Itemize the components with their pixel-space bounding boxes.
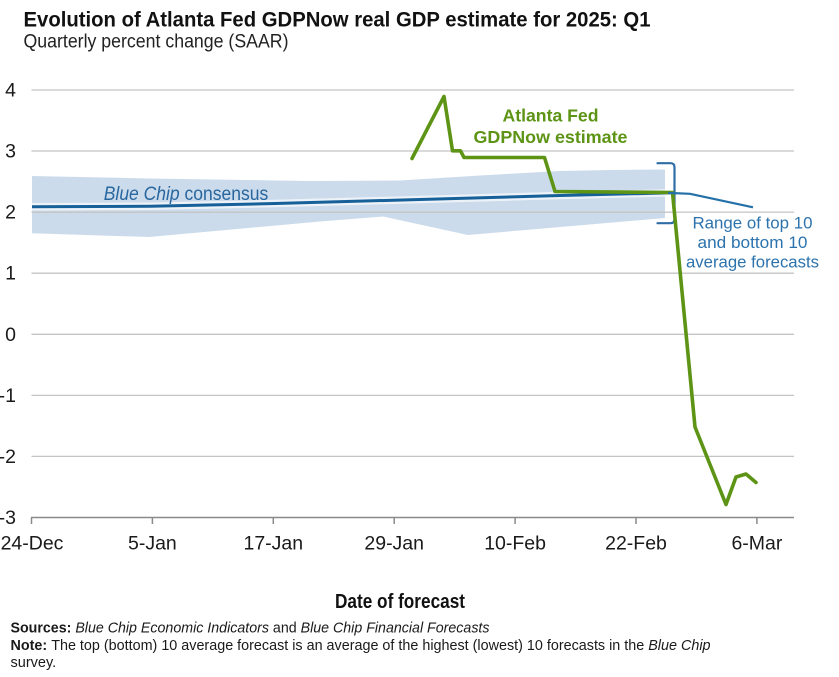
svg-text:Sources: Blue Chip Economic In: Sources: Blue Chip Economic Indicators a… [11,621,490,637]
svg-text:-3: -3 [0,507,16,529]
svg-text:0: 0 [5,324,16,346]
svg-text:Date of forecast: Date of forecast [335,591,465,613]
svg-text:2: 2 [5,202,16,224]
svg-text:1: 1 [5,263,16,285]
svg-text:17-Jan: 17-Jan [243,533,303,555]
svg-text:Quarterly percent change (SAAR: Quarterly percent change (SAAR) [24,32,289,53]
svg-text:29-Jan: 29-Jan [364,533,424,555]
svg-text:Note: The top (bottom) 10 aver: Note: The top (bottom) 10 average foreca… [11,638,711,654]
svg-text:average forecasts: average forecasts [686,253,819,271]
svg-text:and bottom 10: and bottom 10 [698,234,808,252]
svg-text:Atlanta Fed: Atlanta Fed [503,105,599,125]
svg-text:4: 4 [5,80,16,102]
svg-text:-1: -1 [0,385,16,407]
svg-text:10-Feb: 10-Feb [484,533,546,555]
svg-text:survey.: survey. [11,655,57,671]
svg-text:Evolution of Atlanta Fed GDPNo: Evolution of Atlanta Fed GDPNow real GDP… [24,9,651,32]
svg-text:Range of top 10: Range of top 10 [693,214,813,232]
svg-text:22-Feb: 22-Feb [605,533,667,555]
svg-text:-2: -2 [0,446,16,468]
svg-text:GDPNow estimate: GDPNow estimate [474,127,628,147]
svg-text:5-Jan: 5-Jan [128,533,177,555]
svg-text:3: 3 [5,141,16,163]
svg-text:24-Dec: 24-Dec [1,533,64,555]
svg-text:Blue Chip consensus: Blue Chip consensus [104,184,269,205]
svg-text:6-Mar: 6-Mar [731,533,782,555]
